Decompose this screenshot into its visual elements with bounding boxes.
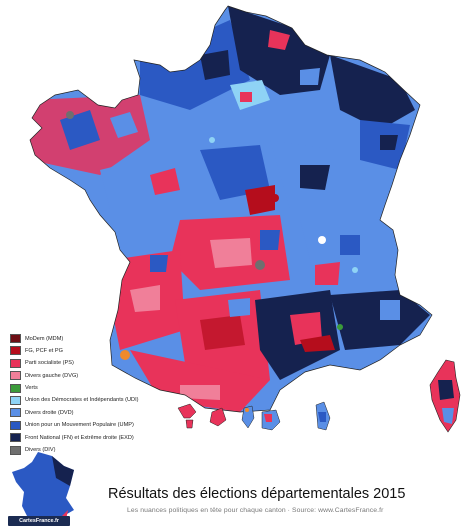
legend-label: Parti socialiste (PS) bbox=[25, 360, 74, 367]
mainland-france bbox=[29, 5, 433, 413]
legend-label: FG, PCF et PG bbox=[25, 347, 63, 354]
legend-swatch bbox=[10, 420, 21, 430]
legend-label: MoDem (MDM) bbox=[25, 335, 64, 342]
legend-item: Verts bbox=[10, 383, 240, 394]
legend-label: Divers gauche (DVG) bbox=[25, 372, 79, 379]
legend-swatch bbox=[10, 334, 21, 343]
legend-label: Divers (DIV) bbox=[25, 447, 56, 454]
legend-swatch bbox=[10, 371, 21, 381]
legend-item: MoDem (MDM) bbox=[10, 333, 240, 344]
legend-item: Parti socialiste (PS) bbox=[10, 358, 240, 369]
legend-item: FG, PCF et PG bbox=[10, 345, 240, 356]
legend-label: Union des Démocrates et Indépendants (UD… bbox=[25, 397, 139, 404]
overseas-departments bbox=[177, 401, 331, 431]
legend-label: Divers droite (DVD) bbox=[25, 409, 74, 416]
legend-swatch bbox=[10, 408, 21, 418]
legend-swatch bbox=[10, 346, 21, 356]
legend-swatch bbox=[10, 383, 21, 393]
legend-item: Divers gauche (DVG) bbox=[10, 370, 240, 381]
corsica-map bbox=[429, 359, 461, 433]
legend-item: Front National (FN) et Extrême droite (E… bbox=[10, 432, 240, 443]
legend-label: Front National (FN) et Extrême droite (E… bbox=[25, 434, 134, 441]
legend-label: Verts bbox=[25, 385, 38, 392]
legend-swatch bbox=[10, 358, 21, 368]
legend-label: Union pour un Mouvement Populaire (UMP) bbox=[25, 422, 134, 429]
legend-swatch bbox=[10, 445, 21, 455]
cartesfrance-logo bbox=[12, 452, 74, 522]
map-subtitle: Les nuances politiques en tête pour chaq… bbox=[127, 507, 384, 514]
legend: MoDem (MDM) FG, PCF et PG Parti socialis… bbox=[10, 333, 240, 457]
legend-item: Divers (DIV) bbox=[10, 445, 240, 456]
map-title: Résultats des élections départementales … bbox=[108, 486, 406, 502]
legend-item: Union pour un Mouvement Populaire (UMP) bbox=[10, 420, 240, 431]
legend-swatch bbox=[10, 433, 21, 443]
logo-text: CartesFrance.fr bbox=[8, 516, 70, 526]
legend-item: Divers droite (DVD) bbox=[10, 407, 240, 418]
legend-item: Union des Démocrates et Indépendants (UD… bbox=[10, 395, 240, 406]
legend-swatch bbox=[10, 395, 21, 405]
